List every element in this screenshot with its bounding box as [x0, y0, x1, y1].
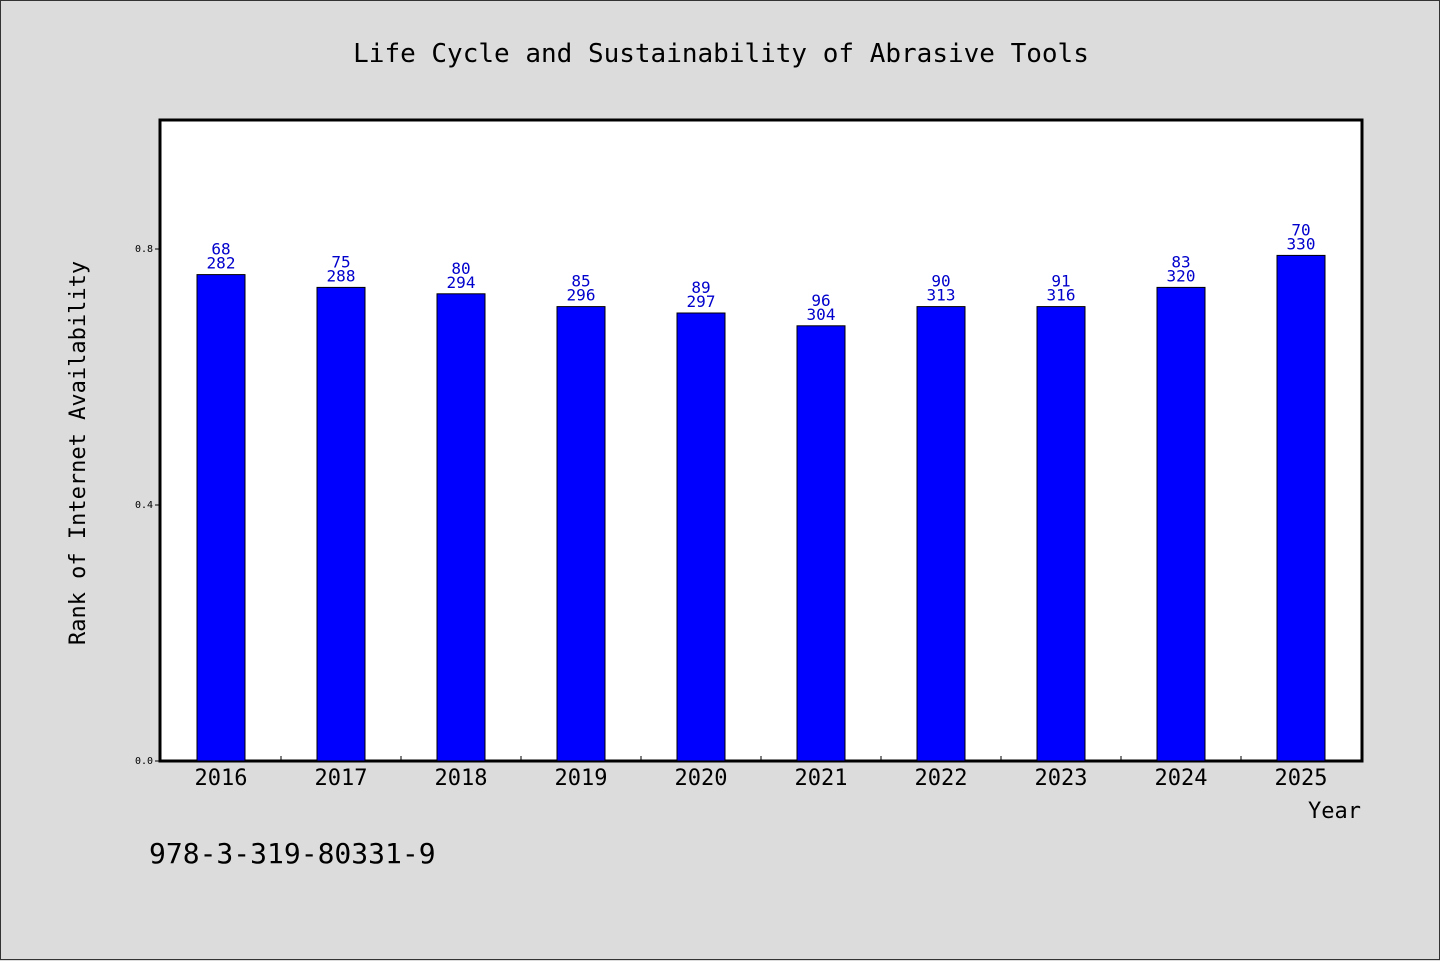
bar-label-bottom-2017: 288 [327, 266, 356, 285]
x-axis-ticks: 2016 2017 2018 2019 2020 2021 2022 2023 2024 2025 [195, 756, 1328, 791]
y-axis-ticks: 0.0 0.4 0.8 [135, 244, 161, 767]
bar-label-top-2024: 83 [1171, 252, 1190, 271]
bar-label-top-2025: 70 [1291, 220, 1310, 239]
x-tick-label-2021: 2021 [795, 766, 848, 791]
bar-label-bottom-2018: 294 [447, 273, 476, 292]
bar-2024 [1156, 286, 1206, 762]
x-tick-label-2022: 2022 [915, 766, 968, 791]
x-tick-label-2018: 2018 [435, 766, 488, 791]
bar-label-bottom-2022: 313 [927, 286, 956, 305]
x-tick-label-2025: 2025 [1275, 766, 1328, 791]
x-tick-label-2017: 2017 [315, 766, 368, 791]
bar-2017 [316, 286, 366, 762]
bar-2019 [556, 306, 606, 762]
bar-label-top-2018: 80 [451, 259, 470, 278]
bar-2018 [436, 293, 486, 762]
bar-label-top-2022: 90 [931, 272, 950, 291]
x-tick-label-2016: 2016 [195, 766, 248, 791]
x-tick-label-2020: 2020 [675, 766, 728, 791]
x-axis-label: Year [1308, 799, 1361, 824]
bar-2023 [1036, 306, 1086, 762]
bar-label-top-2023: 91 [1051, 272, 1070, 291]
bar-label-bottom-2021: 304 [807, 305, 836, 324]
bar-label-bottom-2025: 330 [1287, 234, 1316, 253]
y-tick-label-0.4: 0.4 [135, 500, 153, 511]
bar-2020 [676, 312, 726, 762]
x-tick-label-2024: 2024 [1155, 766, 1208, 791]
bar-label-top-2017: 75 [331, 252, 350, 271]
bar-label-top-2020: 89 [691, 278, 710, 297]
bar-label-bottom-2016: 282 [207, 254, 236, 273]
bar-label-bottom-2024: 320 [1167, 266, 1196, 285]
bar-2025 [1276, 254, 1326, 762]
bar-2016 [196, 274, 246, 762]
bar-label-top-2021: 96 [811, 291, 830, 310]
y-tick-label-0.8: 0.8 [135, 244, 153, 255]
bar-label-bottom-2020: 297 [687, 292, 716, 311]
bars-layer [196, 254, 1326, 762]
y-tick-label-0.0: 0.0 [135, 756, 153, 767]
bar-label-top-2016: 68 [211, 240, 230, 259]
bar-label-top-2019: 85 [571, 272, 590, 291]
x-tick-label-2019: 2019 [555, 766, 608, 791]
bar-label-bottom-2019: 296 [567, 286, 596, 305]
isbn-footnote: 978-3-319-80331-9 [149, 837, 436, 870]
chart-title: Life Cycle and Sustainability of Abrasiv… [353, 39, 1089, 69]
y-axis-label: Rank of Internet Availability [66, 261, 91, 645]
bar-2022 [916, 306, 966, 762]
bar-label-bottom-2023: 316 [1047, 286, 1076, 305]
x-tick-label-2023: 2023 [1035, 766, 1088, 791]
bar-2021 [796, 325, 846, 762]
